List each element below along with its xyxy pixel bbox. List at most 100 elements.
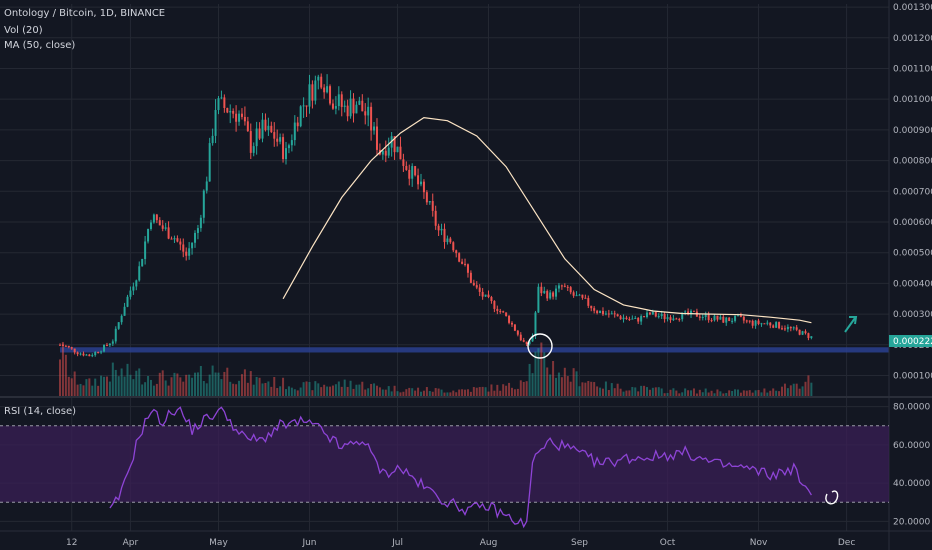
candle-body (361, 100, 364, 112)
volume-bar (264, 382, 267, 397)
candle-body (358, 100, 361, 105)
candle-body (138, 266, 141, 281)
candle-body (384, 150, 387, 156)
volume-bar (399, 392, 402, 397)
volume-bar (417, 387, 420, 397)
volume-bar (208, 374, 211, 397)
volume-bar (323, 384, 326, 397)
rsi-tick-label: 20.0000 (893, 517, 930, 527)
volume-legend[interactable]: Vol (20) (4, 25, 43, 36)
volume-bar (804, 381, 807, 397)
volume-bar (255, 376, 258, 397)
candle-body (352, 98, 355, 114)
volume-bar (461, 389, 464, 397)
rsi-line (109, 406, 812, 529)
candle-body (214, 110, 217, 136)
volume-bar (173, 372, 176, 397)
volume-bar (502, 384, 505, 397)
volume-bar (232, 383, 235, 397)
volume-bar (466, 389, 469, 397)
volume-bar (675, 390, 678, 397)
price-axis[interactable]: 0.00010000.00020000.00030000.00040000.00… (893, 3, 932, 381)
volume-bar (314, 381, 317, 397)
volume-bar (607, 390, 610, 397)
ma-legend[interactable]: MA (50, close) (4, 40, 75, 51)
volume-bar (687, 390, 690, 397)
candle-body (549, 292, 552, 299)
candle-body (194, 232, 197, 243)
candle-body (590, 305, 593, 309)
rsi-axis[interactable]: 20.0000 40.0000 60.0000 80.0000 (893, 403, 930, 528)
candle-body (249, 131, 252, 153)
candle-body (261, 119, 264, 139)
volume-bar (188, 374, 191, 397)
candle-body (232, 110, 235, 114)
candle-body (123, 306, 126, 316)
rsi-legend[interactable]: RSI (14, close) (4, 406, 76, 417)
candle-body (557, 285, 560, 289)
volume-bar (681, 392, 684, 397)
price-tick-label: 0.0010000 (893, 95, 932, 105)
volume-bar (217, 372, 220, 397)
candle-body (73, 348, 76, 353)
volume-bar (129, 374, 132, 397)
volume-bar (149, 379, 152, 397)
candle-body (731, 320, 734, 322)
bottom-circle-annotation[interactable] (527, 333, 553, 359)
volume-bar (690, 390, 693, 397)
volume-bar (373, 383, 376, 397)
volume-bar (82, 385, 85, 397)
candle-body (484, 294, 487, 297)
time-axis[interactable]: 12 Apr May Jun Jul Aug Sep Oct Nov Dec (66, 538, 855, 548)
volume-bar (528, 363, 531, 397)
candle-body (408, 169, 411, 179)
volume-bar (590, 381, 593, 397)
volume-bar (766, 392, 769, 397)
candle-body (745, 320, 748, 322)
volume-bar (364, 389, 367, 397)
volume-bar (434, 388, 437, 397)
candle-body (789, 326, 792, 329)
volume-bar (475, 387, 478, 397)
price-tick-label: 0.0001000 (893, 372, 932, 382)
volume-bar (560, 377, 563, 397)
candle-body (279, 137, 282, 142)
candle-body (684, 311, 687, 313)
candle-body (628, 318, 631, 320)
candle-body (188, 248, 191, 256)
volume-bar (646, 387, 648, 397)
candle-body (481, 291, 484, 297)
candle-body (273, 132, 276, 139)
volume-bar (640, 385, 643, 397)
volume-bar (510, 387, 513, 397)
time-tick-label: Jun (301, 538, 316, 548)
candle-body (437, 225, 440, 231)
volume-bar (85, 379, 88, 397)
candle-body (660, 314, 663, 317)
volume-bar (728, 390, 731, 397)
candle-body (725, 317, 728, 323)
rsi-circle-annotation[interactable] (825, 490, 839, 505)
candle-body (370, 106, 373, 131)
candle-body (67, 345, 70, 348)
candle-body (637, 317, 640, 322)
candle-body (692, 310, 695, 312)
candle-body (475, 285, 478, 288)
candle-body (643, 316, 646, 318)
candle-body (651, 311, 654, 315)
volume-bar (387, 386, 390, 397)
candle-body (795, 327, 798, 330)
candle-body (208, 143, 211, 182)
volume-bar (185, 374, 188, 397)
up-arrow-icon[interactable] (844, 316, 858, 333)
volume-bar (282, 377, 285, 397)
volume-bar (739, 392, 742, 397)
volume-bar (455, 392, 458, 397)
volume-bar (660, 388, 663, 397)
volume-bar (261, 383, 264, 397)
volume-bar (578, 386, 581, 397)
candle-body (88, 354, 91, 357)
candle-body (569, 287, 572, 293)
candle-body (516, 330, 519, 335)
